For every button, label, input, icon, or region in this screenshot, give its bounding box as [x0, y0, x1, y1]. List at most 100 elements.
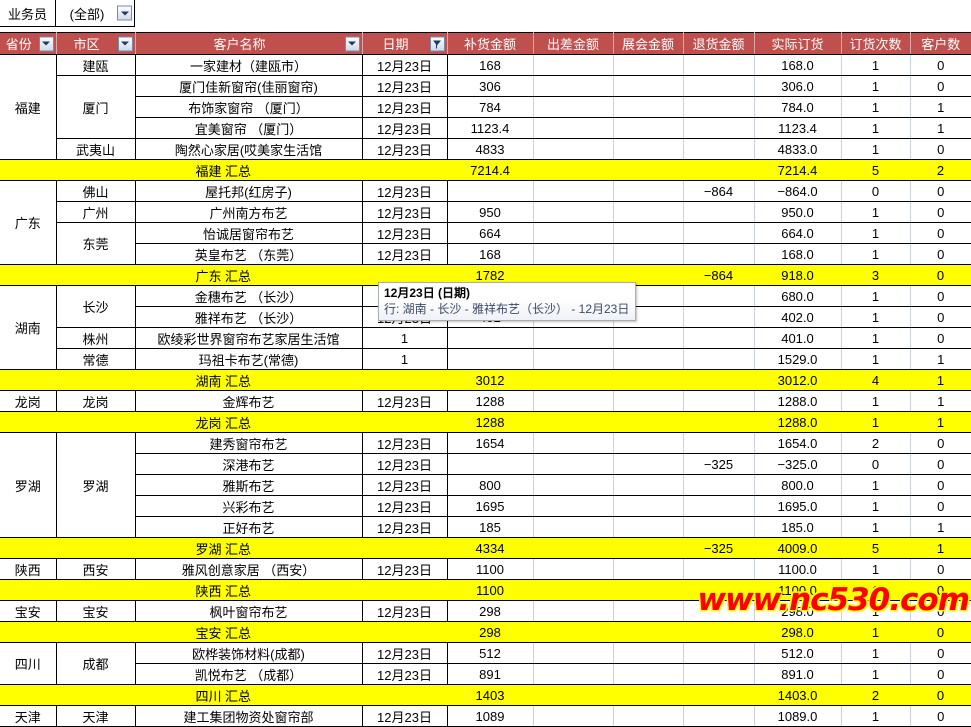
cell-order_count[interactable]: 1 [841, 642, 911, 664]
cell-travel[interactable] [533, 453, 614, 475]
column-header-date[interactable]: 日期 [362, 32, 448, 55]
cell-city[interactable]: 成都 [56, 642, 136, 685]
cell-travel[interactable] [533, 96, 614, 118]
cell-province[interactable]: 宝安 [0, 600, 57, 622]
cell-replenish[interactable]: 168 [447, 54, 534, 76]
table-row[interactable]: 宝安 宝安 枫叶窗帘布艺 12月23日 298 298.0 1 0 [0, 600, 971, 622]
cell-actual[interactable]: 680.0 [754, 285, 842, 307]
cell-order_count[interactable]: 1 [841, 285, 911, 307]
table-row[interactable]: 天津 天津 建工集团物资处窗帘部 12月23日 1089 1089.0 1 0 [0, 705, 971, 727]
table-row[interactable]: 深港布艺 12月23日 −325 −325.0 0 0 [0, 453, 971, 475]
cell-replenish[interactable]: 950 [447, 201, 534, 223]
cell-expo[interactable] [613, 201, 684, 223]
cell-date[interactable]: 1 [362, 348, 448, 370]
cell-customer_count[interactable]: 0 [910, 705, 971, 727]
cell-actual[interactable]: 1089.0 [754, 705, 842, 727]
cell-actual[interactable]: 800.0 [754, 474, 842, 496]
cell-refund[interactable] [683, 306, 755, 328]
cell-actual[interactable]: 1123.4 [754, 117, 842, 139]
cell-refund[interactable] [683, 75, 755, 97]
cell-customer_count[interactable]: 0 [910, 243, 971, 265]
cell-date[interactable]: 12月23日 [362, 495, 448, 517]
cell-expo[interactable] [613, 96, 684, 118]
cell-date[interactable]: 12月23日 [362, 642, 448, 664]
cell-refund[interactable] [683, 432, 755, 454]
cell-date[interactable]: 12月23日 [362, 453, 448, 475]
cell-customer_count[interactable]: 0 [910, 306, 971, 328]
cell-order_count[interactable]: 1 [841, 96, 911, 118]
cell-refund[interactable] [683, 243, 755, 265]
cell-customer[interactable]: 凯悦布艺 （成都） [135, 663, 363, 685]
cell-travel[interactable] [533, 642, 614, 664]
cell-customer[interactable]: 怡诚居窗帘布艺 [135, 222, 363, 244]
cell-customer_count[interactable]: 0 [910, 285, 971, 307]
cell-refund[interactable] [683, 390, 755, 412]
cell-customer_count[interactable]: 0 [910, 663, 971, 685]
cell-travel[interactable] [533, 327, 614, 349]
table-row[interactable]: 雅斯布艺 12月23日 800 800.0 1 0 [0, 474, 971, 496]
cell-order_count[interactable]: 1 [841, 243, 911, 265]
cell-travel[interactable] [533, 600, 614, 622]
cell-actual[interactable]: 1695.0 [754, 495, 842, 517]
cell-actual[interactable]: 784.0 [754, 96, 842, 118]
cell-expo[interactable] [613, 642, 684, 664]
cell-refund[interactable] [683, 642, 755, 664]
cell-replenish[interactable]: 664 [447, 222, 534, 244]
cell-customer[interactable]: 金辉布艺 [135, 390, 363, 412]
cell-refund[interactable] [683, 705, 755, 727]
cell-customer[interactable]: 玛祖卡布艺(常德) [135, 348, 363, 370]
cell-province[interactable]: 广东 [0, 180, 57, 265]
table-row[interactable]: 英皇布艺 （东莞） 12月23日 168 168.0 1 0 [0, 243, 971, 265]
table-row[interactable]: 广东 佛山 屋托邦(红房子) 12月23日 −864 −864.0 0 0 [0, 180, 971, 265]
cell-date[interactable]: 12月23日 [362, 96, 448, 118]
cell-customer_count[interactable]: 0 [910, 201, 971, 223]
cell-city[interactable]: 罗湖 [56, 432, 136, 538]
cell-order_count[interactable]: 1 [841, 495, 911, 517]
page-filter-value-cell[interactable]: (全部) [56, 0, 135, 27]
cell-expo[interactable] [613, 390, 684, 412]
cell-travel[interactable] [533, 663, 614, 685]
cell-customer[interactable]: 金穗布艺 （长沙） [135, 285, 363, 307]
cell-customer[interactable]: 正好布艺 [135, 516, 363, 538]
cell-refund[interactable] [683, 138, 755, 160]
cell-customer[interactable]: 屋托邦(红房子) [135, 180, 363, 202]
cell-date[interactable]: 12月23日 [362, 54, 448, 76]
cell-expo[interactable] [613, 600, 684, 622]
cell-order_count[interactable]: 1 [841, 516, 911, 538]
cell-date[interactable]: 1 [362, 327, 448, 349]
table-row[interactable]: 广州 广州南方布艺 12月23日 950 950.0 1 0 [0, 201, 971, 223]
cell-customer[interactable]: 雅斯布艺 [135, 474, 363, 496]
cell-customer[interactable]: 厦门佳新窗帘(佳丽窗帘) [135, 75, 363, 97]
cell-travel[interactable] [533, 390, 614, 412]
cell-province[interactable]: 福建 [0, 54, 57, 160]
cell-refund[interactable] [683, 201, 755, 223]
cell-city[interactable]: 建瓯 [56, 54, 136, 76]
cell-refund[interactable] [683, 117, 755, 139]
cell-customer_count[interactable]: 0 [910, 432, 971, 454]
cell-expo[interactable] [613, 180, 684, 202]
cell-city[interactable]: 广州 [56, 201, 136, 223]
cell-travel[interactable] [533, 558, 614, 580]
cell-date[interactable]: 12月23日 [362, 558, 448, 580]
cell-actual[interactable]: −864.0 [754, 180, 842, 202]
cell-replenish[interactable] [447, 348, 534, 370]
cell-date[interactable]: 12月23日 [362, 75, 448, 97]
cell-actual[interactable]: 1100.0 [754, 558, 842, 580]
cell-actual[interactable]: 401.0 [754, 327, 842, 349]
cell-customer_count[interactable]: 0 [910, 558, 971, 580]
table-row[interactable]: 福建 建瓯 一家建材（建瓯市） 12月23日 168 168.0 1 0 [0, 54, 971, 160]
table-row[interactable]: 东莞 怡诚居窗帘布艺 12月23日 664 664.0 1 0 [0, 222, 971, 265]
table-row[interactable]: 正好布艺 12月23日 185 185.0 1 1 [0, 516, 971, 538]
cell-travel[interactable] [533, 495, 614, 517]
cell-replenish[interactable]: 185 [447, 516, 534, 538]
cell-expo[interactable] [613, 243, 684, 265]
cell-actual[interactable]: 891.0 [754, 663, 842, 685]
cell-expo[interactable] [613, 222, 684, 244]
cell-expo[interactable] [613, 474, 684, 496]
cell-city[interactable]: 厦门 [56, 75, 136, 139]
cell-expo[interactable] [613, 663, 684, 685]
cell-province[interactable]: 陕西 [0, 558, 57, 580]
table-row[interactable]: 龙岗 龙岗 金辉布艺 12月23日 1288 1288.0 1 1 [0, 390, 971, 412]
cell-city[interactable]: 西安 [56, 558, 136, 580]
cell-refund[interactable] [683, 285, 755, 307]
